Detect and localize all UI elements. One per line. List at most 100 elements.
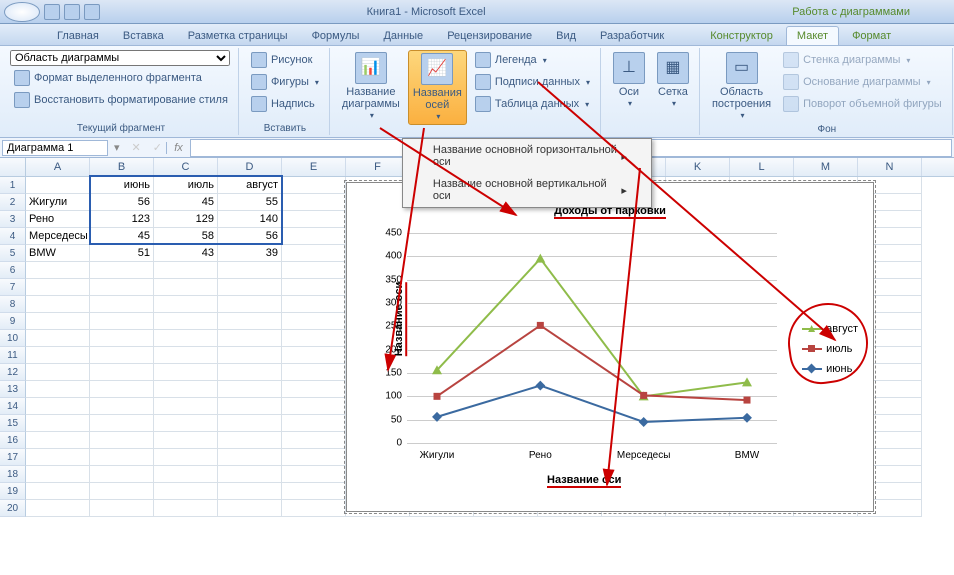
3d-rotation-button[interactable]: Поворот объемной фигуры: [779, 94, 946, 114]
cell[interactable]: [218, 415, 282, 432]
cell[interactable]: [218, 500, 282, 517]
cell[interactable]: [90, 466, 154, 483]
row-header[interactable]: 2: [0, 194, 26, 211]
cell[interactable]: [154, 330, 218, 347]
cell[interactable]: июль: [154, 177, 218, 194]
tab-insert[interactable]: Вставка: [112, 26, 175, 45]
select-all-corner[interactable]: [0, 158, 26, 176]
data-table-button[interactable]: Таблица данных: [471, 94, 594, 114]
insert-shapes-button[interactable]: Фигуры: [247, 72, 323, 92]
row-header[interactable]: 17: [0, 449, 26, 466]
cell[interactable]: [154, 381, 218, 398]
cell[interactable]: [282, 432, 346, 449]
cell[interactable]: [26, 364, 90, 381]
data-labels-button[interactable]: Подписи данных: [471, 72, 594, 92]
cell[interactable]: [154, 313, 218, 330]
cell[interactable]: [154, 347, 218, 364]
cell[interactable]: [282, 313, 346, 330]
cell[interactable]: [282, 466, 346, 483]
cell[interactable]: [26, 177, 90, 194]
cell[interactable]: [154, 500, 218, 517]
cell[interactable]: [154, 398, 218, 415]
cell[interactable]: [154, 296, 218, 313]
cell[interactable]: 56: [218, 228, 282, 245]
column-header[interactable]: L: [730, 158, 794, 176]
row-header[interactable]: 3: [0, 211, 26, 228]
tab-format[interactable]: Формат: [841, 26, 902, 45]
cell[interactable]: 129: [154, 211, 218, 228]
submenu-vertical-axis[interactable]: Название основной вертикальной оси▸: [403, 173, 651, 207]
cell[interactable]: 123: [90, 211, 154, 228]
row-header[interactable]: 10: [0, 330, 26, 347]
cell[interactable]: 45: [154, 194, 218, 211]
cell[interactable]: [90, 347, 154, 364]
cell[interactable]: [26, 330, 90, 347]
cell[interactable]: [218, 449, 282, 466]
row-header[interactable]: 19: [0, 483, 26, 500]
cell[interactable]: [154, 262, 218, 279]
cell[interactable]: [154, 364, 218, 381]
axes-button[interactable]: ⊥Оси: [609, 50, 649, 111]
cell[interactable]: [154, 279, 218, 296]
cell[interactable]: [26, 449, 90, 466]
cell[interactable]: [218, 483, 282, 500]
cell[interactable]: [154, 449, 218, 466]
row-header[interactable]: 1: [0, 177, 26, 194]
cell[interactable]: [26, 381, 90, 398]
cell[interactable]: [154, 432, 218, 449]
cell[interactable]: [218, 347, 282, 364]
cell[interactable]: [90, 500, 154, 517]
cell[interactable]: [154, 466, 218, 483]
tab-view[interactable]: Вид: [545, 26, 587, 45]
cell[interactable]: [90, 483, 154, 500]
cell[interactable]: 140: [218, 211, 282, 228]
cell[interactable]: [26, 262, 90, 279]
office-button[interactable]: [4, 2, 40, 22]
cell[interactable]: [218, 398, 282, 415]
row-header[interactable]: 18: [0, 466, 26, 483]
tab-formulas[interactable]: Формулы: [301, 26, 371, 45]
cell[interactable]: 58: [154, 228, 218, 245]
cell[interactable]: [282, 381, 346, 398]
row-header[interactable]: 13: [0, 381, 26, 398]
column-header[interactable]: D: [218, 158, 282, 176]
cell[interactable]: 56: [90, 194, 154, 211]
cell[interactable]: июнь: [90, 177, 154, 194]
cell[interactable]: Рено: [26, 211, 90, 228]
format-selection-button[interactable]: Формат выделенного фрагмента: [10, 68, 206, 88]
cell[interactable]: [218, 262, 282, 279]
cell[interactable]: [26, 500, 90, 517]
cell[interactable]: [90, 381, 154, 398]
cell[interactable]: [218, 466, 282, 483]
cell[interactable]: [282, 330, 346, 347]
cell[interactable]: [26, 466, 90, 483]
cell[interactable]: [90, 262, 154, 279]
row-header[interactable]: 9: [0, 313, 26, 330]
cell[interactable]: [282, 177, 346, 194]
cell[interactable]: [90, 279, 154, 296]
cell[interactable]: [282, 279, 346, 296]
cell[interactable]: [282, 245, 346, 262]
cell[interactable]: [90, 296, 154, 313]
cell[interactable]: [218, 330, 282, 347]
name-box[interactable]: Диаграмма 1: [2, 140, 108, 156]
cell[interactable]: Мерседесы: [26, 228, 90, 245]
cell[interactable]: [218, 364, 282, 381]
row-header[interactable]: 15: [0, 415, 26, 432]
cell[interactable]: 51: [90, 245, 154, 262]
column-header[interactable]: K: [666, 158, 730, 176]
cell[interactable]: [26, 279, 90, 296]
cell[interactable]: [26, 398, 90, 415]
cell[interactable]: [282, 194, 346, 211]
column-header[interactable]: N: [858, 158, 922, 176]
row-header[interactable]: 4: [0, 228, 26, 245]
cell[interactable]: 39: [218, 245, 282, 262]
cell[interactable]: [154, 483, 218, 500]
cell[interactable]: [282, 483, 346, 500]
chart-floor-button[interactable]: Основание диаграммы: [779, 72, 946, 92]
cell[interactable]: 55: [218, 194, 282, 211]
cell[interactable]: [26, 483, 90, 500]
cell[interactable]: 43: [154, 245, 218, 262]
cell[interactable]: [282, 296, 346, 313]
reset-style-button[interactable]: Восстановить форматирование стиля: [10, 90, 232, 110]
